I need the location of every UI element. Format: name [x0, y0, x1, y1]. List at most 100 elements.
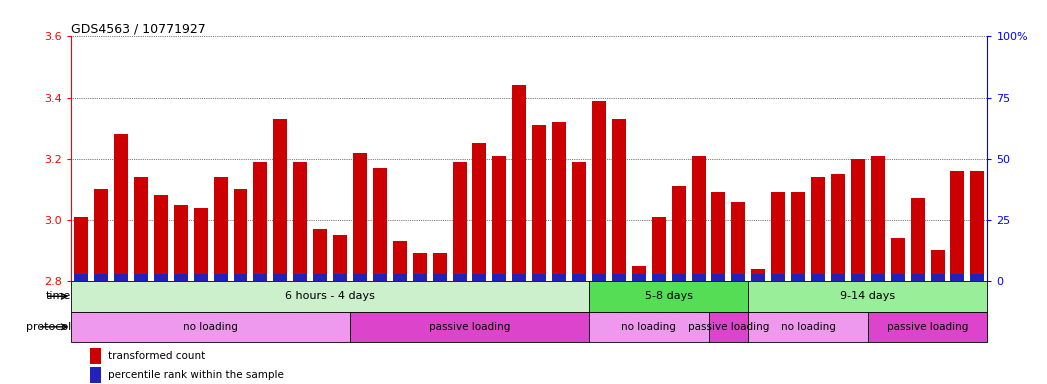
Bar [273, 274, 287, 281]
Bar [313, 229, 327, 281]
Bar [811, 177, 825, 281]
Bar [951, 274, 964, 281]
Bar [350, 311, 589, 342]
Bar [951, 171, 964, 281]
Bar [293, 274, 307, 281]
Bar [532, 274, 547, 281]
Bar [589, 311, 709, 342]
Bar [114, 134, 128, 281]
Bar [851, 274, 865, 281]
Bar [71, 281, 589, 311]
Bar [752, 269, 765, 281]
Bar [851, 159, 865, 281]
Bar [792, 274, 805, 281]
Bar [732, 274, 745, 281]
Bar [472, 274, 487, 281]
Bar [752, 274, 765, 281]
Text: percentile rank within the sample: percentile rank within the sample [108, 370, 284, 380]
Text: no loading: no loading [621, 322, 676, 332]
Text: protocol: protocol [26, 322, 71, 332]
Bar [572, 274, 586, 281]
Bar [732, 202, 745, 281]
Text: GDS4563 / 10771927: GDS4563 / 10771927 [71, 22, 206, 35]
Bar [114, 274, 128, 281]
Bar [74, 217, 88, 281]
Bar [631, 274, 646, 281]
Bar [592, 274, 606, 281]
Bar [611, 274, 626, 281]
Bar [492, 156, 507, 281]
Bar [871, 274, 885, 281]
Bar [413, 253, 427, 281]
Bar [931, 274, 944, 281]
Bar [393, 241, 407, 281]
Bar [373, 274, 386, 281]
Bar [672, 274, 686, 281]
Bar [811, 274, 825, 281]
Text: passive loading: passive loading [429, 322, 510, 332]
Bar [651, 274, 666, 281]
Bar [313, 274, 327, 281]
Text: time: time [46, 291, 71, 301]
Bar [194, 274, 207, 281]
Bar [831, 274, 845, 281]
Bar [253, 274, 267, 281]
Bar [589, 281, 749, 311]
Bar [971, 171, 984, 281]
Bar [393, 274, 407, 281]
Bar [214, 177, 227, 281]
Bar [552, 122, 566, 281]
Bar [631, 266, 646, 281]
Bar [692, 156, 706, 281]
Bar [90, 367, 101, 383]
Text: passive loading: passive loading [688, 322, 770, 332]
Bar [911, 199, 925, 281]
Bar [749, 281, 987, 311]
Bar [71, 311, 350, 342]
Text: 5-8 days: 5-8 days [645, 291, 693, 301]
Bar [452, 162, 467, 281]
Text: 6 hours - 4 days: 6 hours - 4 days [285, 291, 375, 301]
Bar [134, 177, 148, 281]
Bar [233, 274, 247, 281]
Bar [512, 274, 527, 281]
Bar [931, 250, 944, 281]
Bar [194, 208, 207, 281]
Bar [432, 274, 447, 281]
Bar [154, 195, 168, 281]
Bar [552, 274, 566, 281]
Bar [273, 119, 287, 281]
Bar [672, 186, 686, 281]
Bar [333, 274, 347, 281]
Text: 9-14 days: 9-14 days [841, 291, 895, 301]
Bar [253, 162, 267, 281]
Bar [353, 274, 366, 281]
Bar [772, 192, 785, 281]
Bar [472, 144, 487, 281]
Bar [233, 189, 247, 281]
Bar [911, 274, 925, 281]
Bar [692, 274, 706, 281]
Bar [492, 274, 507, 281]
Bar [891, 238, 905, 281]
Bar [214, 274, 227, 281]
Bar [868, 311, 987, 342]
Bar [651, 217, 666, 281]
Bar [611, 119, 626, 281]
Bar [452, 274, 467, 281]
Bar [94, 274, 108, 281]
Bar [572, 162, 586, 281]
Bar [749, 311, 868, 342]
Bar [333, 235, 347, 281]
Bar [74, 274, 88, 281]
Text: passive loading: passive loading [887, 322, 968, 332]
Bar [891, 274, 905, 281]
Bar [712, 274, 726, 281]
Text: no loading: no loading [781, 322, 836, 332]
Bar [871, 156, 885, 281]
Bar [174, 205, 187, 281]
Text: no loading: no loading [183, 322, 238, 332]
Bar [712, 192, 726, 281]
Bar [792, 192, 805, 281]
Bar [512, 85, 527, 281]
